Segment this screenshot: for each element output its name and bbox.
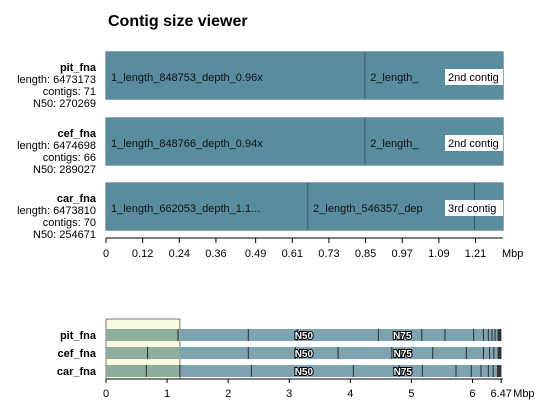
assembly-row-pit_fna: 1_length_848753_depth_0.96x 2_length_ 2nd … <box>17 51 504 110</box>
n75-marker: N75 <box>394 367 413 378</box>
contig-label: 2_length_ <box>370 138 419 150</box>
top-x-unit: Mbp <box>502 248 523 260</box>
top-x-tick-label: 0.85 <box>355 248 376 260</box>
assembly-n50: N50: 270269 <box>33 98 96 110</box>
bottom-x-tick-label: 4 <box>347 388 353 400</box>
contig-badge <box>445 135 503 151</box>
contig-badge-label: 2nd contig <box>448 72 499 84</box>
contig-badge-label: 3rd contig <box>448 203 496 215</box>
bottom-x-tick-label: 6.47 <box>490 388 511 400</box>
top-x-tick-label: 0.12 <box>132 248 153 260</box>
bottom-x-tick-label: 3 <box>286 388 292 400</box>
contig-label: 1_length_662053_depth_1.1... <box>111 203 260 215</box>
overview-tail <box>498 347 502 359</box>
top-x-tick-label: 0.24 <box>169 248 190 260</box>
overview-window-fill <box>106 365 180 377</box>
overview-tail <box>498 365 502 377</box>
overview-window-fill <box>106 329 180 341</box>
contig-badge-label: 2nd contig <box>448 138 499 150</box>
overview-panel: pit_fna N50 N75 cef_fna N50 N75 car_fna N50 N75 0… <box>57 318 535 400</box>
n75-marker: N75 <box>393 331 412 342</box>
assembly-contigs: contigs: 66 <box>43 152 96 164</box>
contig-label: 2_length_ <box>370 72 419 84</box>
bottom-x-tick-label: 1 <box>164 388 170 400</box>
top-x-tick-label: 0.49 <box>245 248 266 260</box>
assembly-name: car_fna <box>57 193 97 205</box>
overview-row-label: car_fna <box>57 366 97 378</box>
contig-segment <box>106 52 366 99</box>
overview-row-car_fna: car_fna N50 N75 <box>57 365 502 379</box>
overview-window-fill <box>106 347 180 359</box>
bottom-x-tick-label: 2 <box>225 388 231 400</box>
assembly-length: length: 6474698 <box>17 140 96 152</box>
contig-badge <box>445 69 503 85</box>
overview-bar <box>106 365 502 377</box>
bottom-x-tick-label: 5 <box>408 388 414 400</box>
contig-label: 1_length_848766_depth_0.94x <box>111 138 263 150</box>
top-x-tick-label: 0 <box>103 248 109 260</box>
top-x-tick-label: 1.21 <box>465 248 486 260</box>
overview-row-label: cef_fna <box>57 348 96 360</box>
n50-marker: N50 <box>295 349 314 360</box>
top-x-tick-label: 1.09 <box>428 248 449 260</box>
n50-marker: N50 <box>295 331 314 342</box>
chart-title: Contig size viewer <box>108 13 248 30</box>
assembly-length: length: 6473173 <box>17 74 96 86</box>
assembly-row-cef_fna: 1_length_848766_depth_0.94x 2_length_ 2nd … <box>17 117 504 176</box>
bottom-x-unit: Mbp <box>513 388 534 400</box>
contig-segment <box>106 183 309 230</box>
assembly-n50: N50: 289027 <box>33 164 96 176</box>
assembly-name: pit_fna <box>60 62 97 74</box>
top-x-tick-label: 0.73 <box>318 248 339 260</box>
contig-badge <box>445 200 503 216</box>
contig-label: 1_length_848753_depth_0.96x <box>111 72 263 84</box>
n75-marker: N75 <box>394 349 413 360</box>
contig-label: 2_length_546357_dep <box>313 203 423 215</box>
assembly-length: length: 6473810 <box>17 205 96 217</box>
overview-tail <box>498 329 502 341</box>
assembly-row-car_fna: 1_length_662053_depth_1.1... 2_length_546… <box>17 182 504 241</box>
assembly-contigs: contigs: 70 <box>43 217 96 229</box>
overview-row-pit_fna: pit_fna N50 N75 <box>60 329 502 343</box>
assembly-name: cef_fna <box>57 128 96 140</box>
overview-row-label: pit_fna <box>60 330 97 342</box>
overview-row-cef_fna: cef_fna N50 N75 <box>57 347 502 361</box>
overview-bar <box>106 347 502 359</box>
top-x-tick-label: 0.61 <box>282 248 303 260</box>
assembly-contigs: contigs: 71 <box>43 86 96 98</box>
top-x-tick-label: 0.36 <box>205 248 226 260</box>
bottom-x-tick-label: 6 <box>469 388 475 400</box>
n50-marker: N50 <box>295 367 314 378</box>
assembly-n50: N50: 254671 <box>33 229 96 241</box>
overview-bar <box>106 329 502 341</box>
bottom-x-tick-label: 0 <box>103 388 109 400</box>
contig-bars-panel: 1_length_848753_depth_0.96x 2_length_ 2nd … <box>17 51 523 260</box>
top-x-tick-label: 0.97 <box>392 248 413 260</box>
contig-segment <box>106 118 366 165</box>
